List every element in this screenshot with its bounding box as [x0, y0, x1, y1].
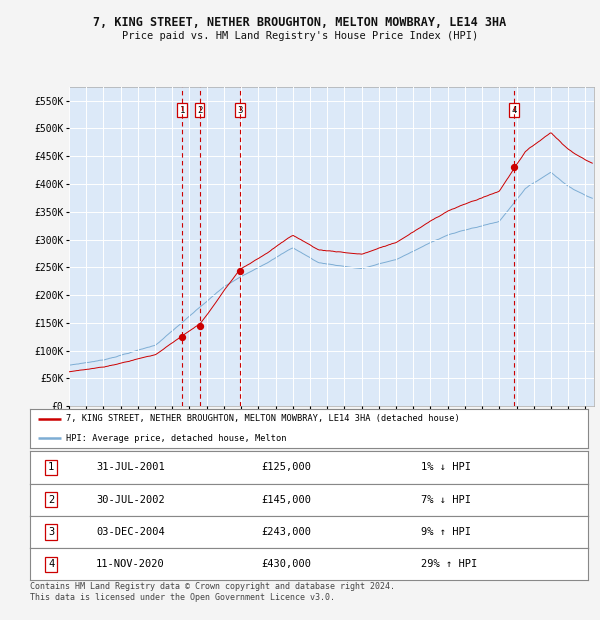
Text: 7, KING STREET, NETHER BROUGHTON, MELTON MOWBRAY, LE14 3HA: 7, KING STREET, NETHER BROUGHTON, MELTON…	[94, 16, 506, 29]
Point	[509, 162, 519, 172]
Text: £125,000: £125,000	[262, 463, 311, 472]
Text: 3: 3	[237, 105, 242, 115]
Text: £145,000: £145,000	[262, 495, 311, 505]
Text: 3: 3	[48, 527, 55, 537]
Text: 29% ↑ HPI: 29% ↑ HPI	[421, 559, 477, 569]
Text: 1% ↓ HPI: 1% ↓ HPI	[421, 463, 470, 472]
Text: 7, KING STREET, NETHER BROUGHTON, MELTON MOWBRAY, LE14 3HA (detached house): 7, KING STREET, NETHER BROUGHTON, MELTON…	[66, 414, 460, 423]
Text: £243,000: £243,000	[262, 527, 311, 537]
Text: 9% ↑ HPI: 9% ↑ HPI	[421, 527, 470, 537]
Point	[235, 266, 245, 276]
Text: HPI: Average price, detached house, Melton: HPI: Average price, detached house, Melt…	[66, 433, 287, 443]
Text: Contains HM Land Registry data © Crown copyright and database right 2024.
This d: Contains HM Land Registry data © Crown c…	[30, 582, 395, 601]
Text: 4: 4	[512, 105, 517, 115]
Text: £430,000: £430,000	[262, 559, 311, 569]
Text: 1: 1	[179, 105, 185, 115]
Text: 2: 2	[197, 105, 202, 115]
Text: 11-NOV-2020: 11-NOV-2020	[96, 559, 165, 569]
Text: 1: 1	[48, 463, 55, 472]
Point	[195, 321, 205, 330]
Text: 2: 2	[48, 495, 55, 505]
Text: 03-DEC-2004: 03-DEC-2004	[96, 527, 165, 537]
Text: 31-JUL-2001: 31-JUL-2001	[96, 463, 165, 472]
Text: 7% ↓ HPI: 7% ↓ HPI	[421, 495, 470, 505]
Text: 4: 4	[48, 559, 55, 569]
Text: 30-JUL-2002: 30-JUL-2002	[96, 495, 165, 505]
Point	[178, 332, 187, 342]
Text: Price paid vs. HM Land Registry's House Price Index (HPI): Price paid vs. HM Land Registry's House …	[122, 31, 478, 41]
